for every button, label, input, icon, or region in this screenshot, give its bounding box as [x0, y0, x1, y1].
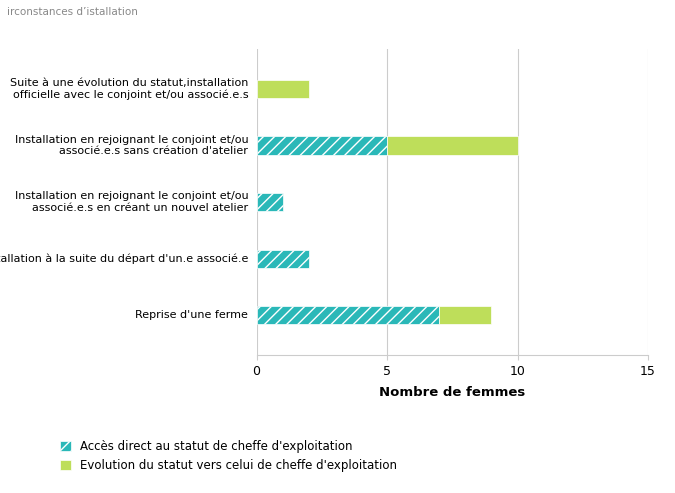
Bar [256, 306, 439, 324]
Text: irconstances d’istallation: irconstances d’istallation [7, 7, 138, 17]
X-axis label: Nombre de femmes: Nombre de femmes [379, 386, 525, 399]
Legend: Accès direct au statut de cheffe d'exploitation, Evolution du statut vers celui : Accès direct au statut de cheffe d'explo… [60, 440, 397, 472]
Bar [256, 193, 283, 211]
Bar [256, 137, 387, 155]
Bar [256, 80, 308, 98]
Bar [387, 137, 518, 155]
Bar [439, 306, 491, 324]
Bar [256, 249, 308, 268]
